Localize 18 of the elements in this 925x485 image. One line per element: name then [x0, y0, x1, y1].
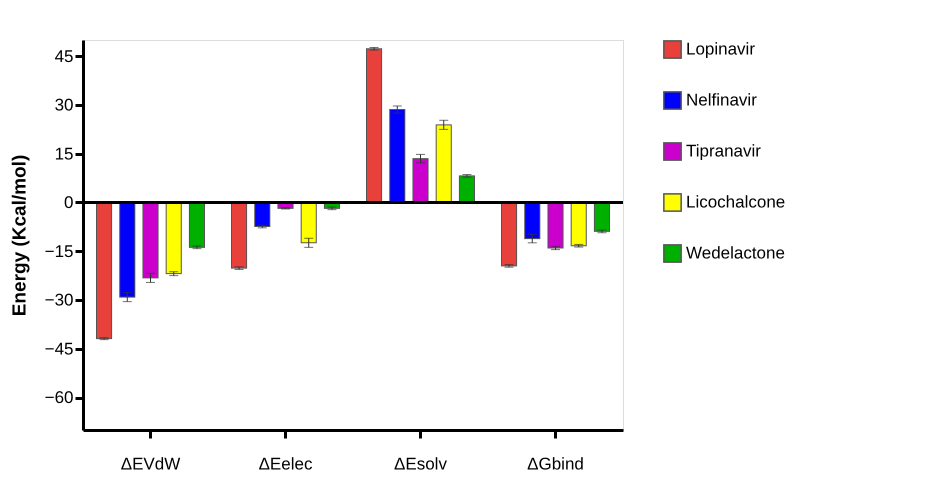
x-tick-label: ΔEVdW [120, 454, 180, 474]
y-tick-label: −15 [44, 242, 74, 261]
x-tick-label: ΔEelec [258, 454, 313, 474]
x-tick-label: ΔGbind [527, 454, 584, 474]
y-tick-label: −30 [44, 290, 74, 310]
y-tick-label: 15 [54, 144, 74, 164]
x-tick-label: ΔEsolv [394, 454, 448, 474]
y-tick-label: 45 [54, 46, 74, 66]
y-tick-label: 0 [64, 193, 74, 212]
y-tick-label: −60 [44, 388, 74, 407]
y-tick-label: 30 [54, 96, 74, 114]
legend-label: Nelfinavir [686, 90, 758, 110]
y-axis-title: Energy (Kcal/mol) [10, 154, 31, 316]
legend-label: Tipranavir [686, 142, 762, 160]
legend-label: Licochalcone [686, 192, 786, 212]
legend-label: Lopinavir [686, 40, 756, 58]
legend-label: Wedelactone [686, 244, 785, 262]
y-tick-label: −45 [44, 339, 74, 358]
